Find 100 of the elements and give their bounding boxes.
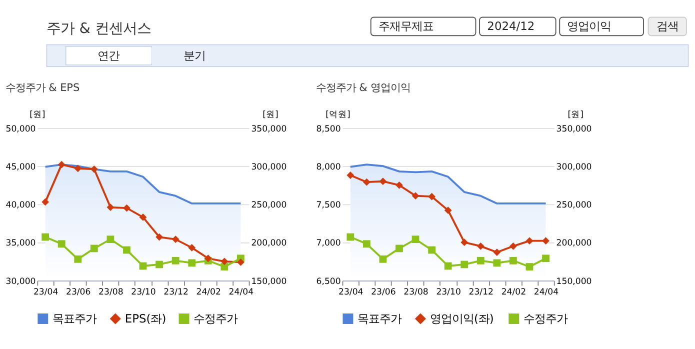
point — [526, 263, 534, 270]
point — [428, 192, 436, 200]
point — [123, 246, 130, 254]
point — [460, 238, 468, 246]
y2-tick-label: 250,000 — [251, 200, 287, 211]
point — [379, 255, 387, 263]
text: 연간 — [98, 48, 120, 62]
text: 2024/12 — [487, 19, 535, 34]
y-tick-label: 7,500 — [316, 200, 341, 211]
point — [42, 198, 50, 206]
point — [493, 259, 501, 267]
point — [172, 256, 180, 264]
legend-label: 영업이익(좌) — [430, 312, 494, 326]
text: 주재무제표 — [378, 19, 434, 34]
x-tick-label: 23/04 — [338, 287, 364, 298]
point — [172, 236, 180, 244]
y-tick-label: 6,500 — [316, 276, 341, 287]
y-tick-label: 50,000 — [6, 124, 36, 134]
point — [346, 172, 354, 179]
point — [188, 259, 196, 267]
point — [156, 233, 163, 241]
x-tick-label: 24/02 — [196, 287, 221, 298]
point — [379, 178, 387, 186]
point — [493, 248, 501, 256]
point — [90, 165, 98, 173]
point — [362, 240, 370, 248]
point — [542, 237, 550, 245]
y2-tick-label: 300,000 — [251, 162, 287, 172]
y2-tick-label: 200,000 — [556, 238, 592, 249]
point — [412, 192, 420, 200]
x-tick-label: 23/10 — [436, 287, 461, 298]
point — [139, 262, 147, 270]
y-axis-title: [원] — [30, 110, 46, 120]
x-tick-label: 23/04 — [33, 287, 58, 298]
x-tick-label: 24/02 — [501, 287, 526, 298]
point — [510, 256, 517, 264]
y2-tick-label: 150,000 — [251, 276, 287, 287]
y-tick-label: 7,000 — [316, 238, 341, 249]
y2-tick-label: 350,000 — [556, 124, 592, 134]
x-tick-label: 23/10 — [131, 287, 156, 298]
point — [460, 260, 468, 268]
point — [106, 204, 114, 211]
point — [58, 160, 66, 168]
point — [220, 258, 228, 266]
point — [444, 206, 452, 214]
point — [74, 164, 82, 172]
legend-label: EPS(좌) — [124, 312, 166, 326]
point — [346, 233, 354, 241]
legend-label: 목표주가 — [52, 312, 96, 326]
x-tick-label: 23/12 — [468, 287, 494, 298]
x-tick-label: 23/08 — [98, 287, 124, 298]
y-tick-label: 30,000 — [6, 276, 36, 287]
y-tick-label: 35,000 — [6, 238, 36, 249]
point — [74, 255, 82, 263]
chart-title: 수정주가 & 영업이익 — [316, 82, 411, 94]
point — [444, 262, 452, 270]
x-tick-label: 23/06 — [371, 287, 396, 298]
point — [123, 204, 130, 212]
point — [396, 181, 403, 189]
y2-tick-label: 200,000 — [251, 238, 287, 249]
y-axis-title: [억원] — [326, 110, 350, 120]
y2-axis-title: [원] — [568, 110, 584, 120]
chart-title: 수정주가 & EPS — [5, 82, 80, 94]
point — [396, 244, 403, 252]
point — [42, 233, 50, 241]
point — [106, 236, 114, 244]
text: 분기 — [183, 48, 206, 62]
x-tick-label: 24/04 — [534, 287, 559, 298]
point — [90, 244, 98, 252]
y2-tick-label: 150,000 — [556, 276, 592, 287]
legend-label: 수정주가 — [194, 312, 238, 326]
y-tick-label: 8,000 — [316, 162, 341, 172]
point — [542, 254, 550, 262]
point — [188, 244, 196, 252]
point — [412, 236, 420, 244]
point — [220, 263, 228, 270]
point — [58, 240, 66, 248]
y2-tick-label: 300,000 — [556, 162, 592, 172]
legend-label: 목표주가 — [358, 312, 402, 326]
x-tick-label: 23/06 — [66, 287, 91, 298]
text: 주가 & 컨센서스 — [46, 20, 151, 37]
point — [428, 246, 436, 254]
text: 검색 — [656, 19, 678, 34]
point — [156, 260, 163, 268]
x-tick-label: 23/08 — [404, 287, 428, 298]
y-tick-label: 8,500 — [316, 124, 341, 134]
point — [476, 242, 484, 250]
y2-tick-label: 250,000 — [556, 200, 592, 211]
text: 영업이익 — [567, 19, 612, 34]
y-tick-label: 45,000 — [6, 162, 36, 172]
y-tick-label: 40,000 — [6, 200, 36, 211]
legend-label: 수정주가 — [523, 312, 568, 326]
y2-tick-label: 350,000 — [251, 124, 287, 134]
point — [526, 237, 534, 245]
y2-axis-title: [원] — [262, 110, 278, 120]
point — [362, 178, 370, 186]
x-tick-label: 24/04 — [228, 287, 254, 298]
point — [236, 258, 244, 266]
point — [139, 214, 147, 221]
x-tick-label: 23/12 — [164, 287, 188, 298]
